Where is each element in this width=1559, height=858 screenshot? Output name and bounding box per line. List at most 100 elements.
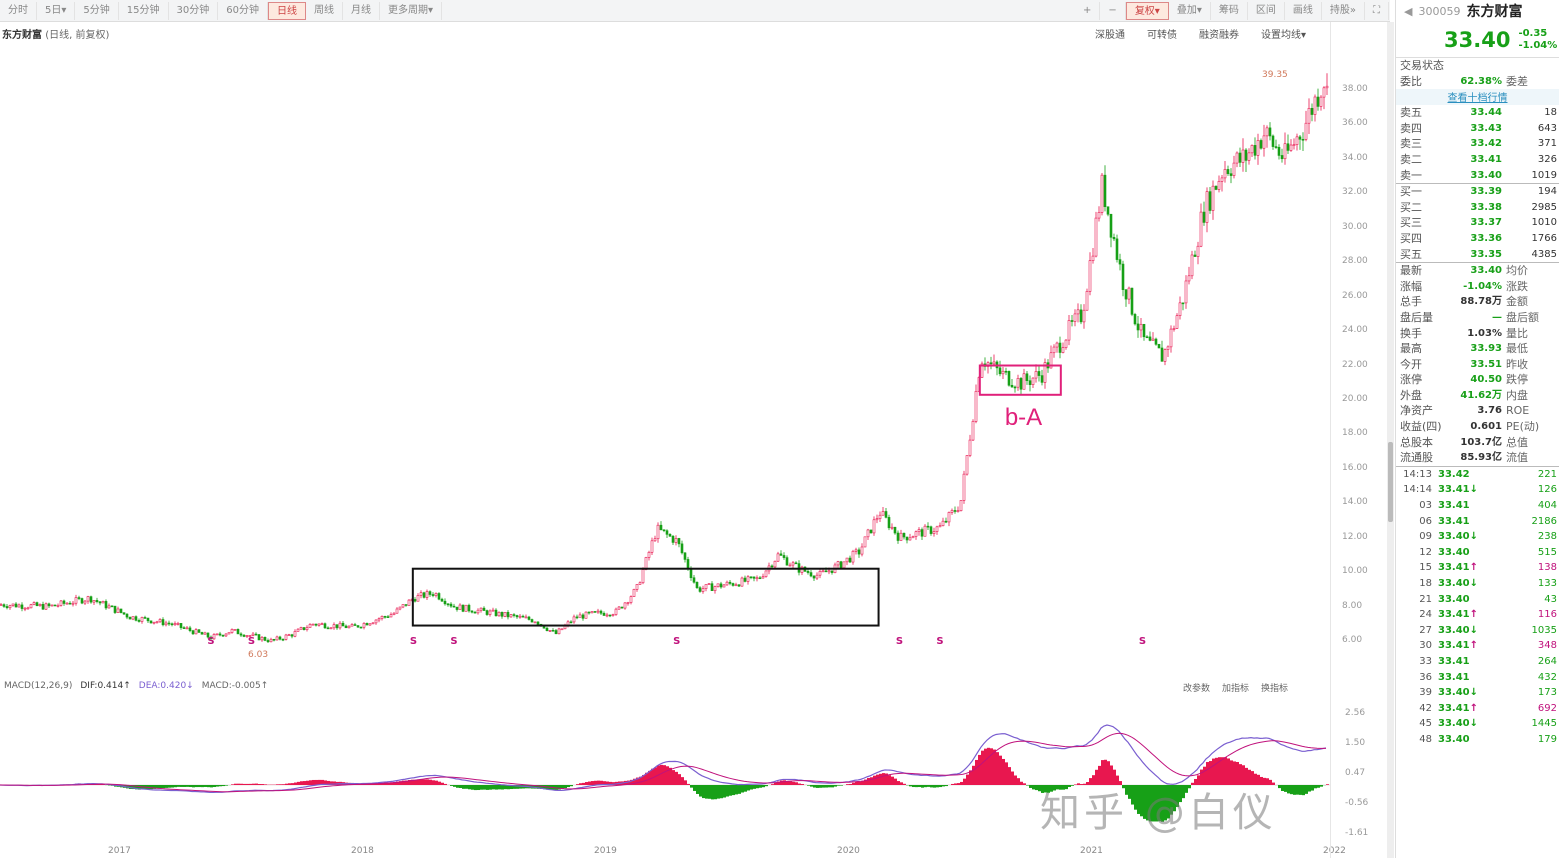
- macd-button[interactable]: 换指标: [1261, 684, 1289, 694]
- macd-bar: [279, 784, 282, 785]
- macd-bar: [1164, 785, 1167, 821]
- candle: [353, 624, 357, 626]
- macd-bar: [705, 785, 708, 799]
- macd-bar: [1296, 785, 1299, 795]
- macd-bar: [831, 785, 834, 788]
- period-tab[interactable]: 60分钟: [218, 1, 268, 20]
- chart-link[interactable]: 可转债: [1147, 30, 1177, 41]
- candle: [614, 608, 618, 615]
- candle: [437, 593, 441, 600]
- chart-tool-button[interactable]: +: [1075, 2, 1101, 20]
- candle: [1073, 313, 1077, 322]
- row-volume: 4385: [1531, 248, 1557, 260]
- tick-time: 03: [1419, 500, 1432, 512]
- macd-bar: [810, 785, 813, 787]
- candle: [1058, 342, 1062, 353]
- chart-tool-button[interactable]: 持股»: [1322, 2, 1365, 20]
- macd-bar: [180, 785, 183, 787]
- candle: [656, 524, 660, 540]
- macd-bar: [240, 783, 243, 785]
- macd-bar: [828, 785, 831, 788]
- macd-chart[interactable]: 2.56 1.50 0.47 -0.56 -1.61: [0, 695, 1390, 845]
- chart-tool-button[interactable]: 区间: [1248, 2, 1285, 20]
- chart-tool-button[interactable]: −: [1100, 2, 1126, 20]
- period-tab[interactable]: 5分钟: [75, 1, 119, 20]
- chart-tool-button[interactable]: 筹码: [1211, 2, 1248, 20]
- period-tab[interactable]: 周线: [306, 1, 343, 20]
- low-price-label: 6.03: [248, 650, 268, 660]
- candle: [962, 473, 966, 501]
- macd-bar: [540, 785, 543, 789]
- date-tick: 2020: [837, 846, 860, 856]
- period-tab[interactable]: 5日▾: [37, 1, 76, 20]
- candle: [635, 584, 639, 590]
- chart-tool-button[interactable]: ⛶: [1365, 2, 1389, 20]
- candle: [731, 583, 735, 586]
- candle: [536, 621, 540, 625]
- macd-bar: [852, 782, 855, 785]
- candle: [707, 583, 711, 585]
- scrollbar[interactable]: [1387, 22, 1394, 858]
- macd-bar: [537, 785, 540, 789]
- chart-tool-button[interactable]: 画线: [1285, 2, 1322, 20]
- depth-link[interactable]: 查看十档行情: [1396, 89, 1559, 106]
- period-tab[interactable]: 更多周期▾: [380, 1, 442, 20]
- candle: [674, 538, 678, 543]
- candle: [380, 616, 384, 619]
- back-arrow-icon[interactable]: ◀: [1404, 4, 1413, 18]
- candle: [686, 559, 690, 570]
- date-tick: 2018: [351, 846, 374, 856]
- chart-link[interactable]: 融资融券: [1199, 30, 1239, 41]
- macd-bar: [1050, 785, 1053, 792]
- candle: [776, 553, 780, 562]
- candle: [836, 561, 840, 566]
- macd-bar: [1194, 778, 1197, 785]
- macd-bar: [1089, 778, 1092, 785]
- macd-bar: [153, 785, 156, 789]
- candle: [1280, 155, 1284, 160]
- macd-bar: [222, 785, 225, 787]
- period-tab[interactable]: 月线: [343, 1, 380, 20]
- macd-bar: [285, 783, 288, 785]
- candle: [242, 634, 246, 637]
- price-tick: 36.00: [1342, 118, 1368, 129]
- macd-bar: [999, 755, 1002, 785]
- candle: [1292, 144, 1296, 146]
- price-change: -0.35: [1518, 27, 1548, 39]
- candle: [602, 612, 606, 616]
- macd-bar: [399, 781, 402, 785]
- candle: [587, 611, 591, 614]
- macd-bar: [609, 781, 612, 785]
- period-tab[interactable]: 分时: [0, 1, 37, 20]
- candle: [584, 611, 588, 619]
- period-tab[interactable]: 15分钟: [119, 1, 169, 20]
- macd-bar: [861, 780, 864, 785]
- quote-row: 买四 33.36 1766: [1396, 231, 1559, 247]
- chart-link[interactable]: 设置均线▾: [1261, 30, 1307, 41]
- candle: [521, 615, 525, 618]
- candle: [932, 531, 936, 534]
- candle: [1106, 206, 1110, 215]
- candle: [497, 611, 501, 617]
- chart-link[interactable]: 深股通: [1095, 30, 1125, 41]
- macd-bar: [738, 785, 741, 794]
- candle: [32, 602, 36, 605]
- macd-bar: [744, 785, 747, 792]
- kline-chart[interactable]: b-A 39.35 6.03 S S S S S S S S: [0, 52, 1390, 677]
- quote-row: 买三 33.37 1010: [1396, 215, 1559, 231]
- candle: [1130, 287, 1134, 315]
- period-tab[interactable]: 30分钟: [169, 1, 219, 20]
- tick-price: 33.41: [1438, 515, 1470, 527]
- macd-button[interactable]: 改参数: [1183, 684, 1211, 694]
- chart-tool-button[interactable]: 叠加▾: [1169, 2, 1211, 20]
- candle: [689, 568, 693, 579]
- chart-tool-button[interactable]: 复权▾: [1125, 2, 1169, 20]
- candle: [914, 531, 918, 537]
- candle: [299, 627, 303, 630]
- scrollbar-thumb[interactable]: [1388, 442, 1393, 522]
- macd-bar: [315, 779, 318, 785]
- period-tab[interactable]: 日线: [267, 1, 306, 20]
- macd-button[interactable]: 加指标: [1222, 684, 1250, 694]
- quote-row: 外盘 41.62万 内盘: [1396, 388, 1559, 404]
- candle: [1205, 191, 1209, 223]
